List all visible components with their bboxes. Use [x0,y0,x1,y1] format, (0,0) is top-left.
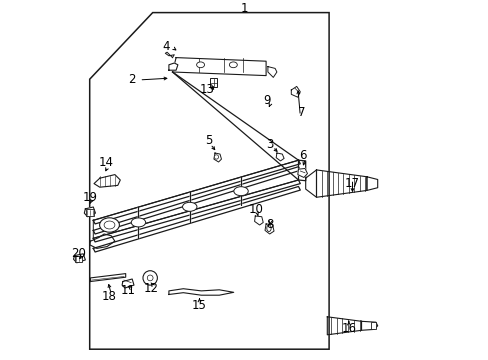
Polygon shape [298,160,305,181]
Text: 2: 2 [128,73,136,86]
Ellipse shape [131,218,145,227]
Polygon shape [316,170,366,197]
Text: 15: 15 [192,299,206,312]
Text: 10: 10 [248,203,263,216]
Text: 11: 11 [121,284,136,297]
Polygon shape [361,321,377,330]
Polygon shape [93,160,298,238]
Ellipse shape [104,221,115,229]
Polygon shape [73,254,85,263]
Text: 3: 3 [265,138,273,150]
Text: 7: 7 [297,106,305,119]
Polygon shape [89,234,115,248]
Polygon shape [267,67,276,77]
Polygon shape [264,224,273,234]
Text: 19: 19 [82,191,97,204]
Text: 14: 14 [98,156,113,169]
Bar [210,78,217,87]
Text: 1: 1 [240,3,248,15]
Ellipse shape [233,187,248,196]
Ellipse shape [196,62,204,68]
Text: 13: 13 [199,83,214,96]
Polygon shape [172,58,265,76]
Polygon shape [291,86,300,97]
Polygon shape [326,317,361,335]
Polygon shape [297,168,307,177]
Text: 17: 17 [345,177,359,190]
Bar [75,256,82,262]
Text: 6: 6 [299,149,306,162]
Text: 5: 5 [204,134,212,147]
Ellipse shape [182,202,197,211]
Polygon shape [165,52,174,58]
Polygon shape [305,170,316,197]
Polygon shape [122,279,134,288]
Polygon shape [93,160,300,224]
Bar [86,209,94,216]
Polygon shape [168,63,178,70]
Text: 20: 20 [71,247,85,260]
Text: 4: 4 [162,40,169,53]
Ellipse shape [100,218,119,232]
Polygon shape [93,167,300,234]
Polygon shape [90,274,125,282]
Polygon shape [213,153,221,162]
Text: 18: 18 [102,291,117,303]
Polygon shape [84,207,95,217]
Circle shape [214,155,218,159]
Ellipse shape [266,225,270,231]
Text: 12: 12 [144,282,159,295]
Polygon shape [254,216,263,225]
Polygon shape [366,177,377,190]
Bar [370,322,375,329]
Polygon shape [168,289,233,295]
Polygon shape [93,180,300,242]
Polygon shape [276,153,284,161]
Polygon shape [93,186,300,252]
Ellipse shape [229,62,237,68]
Text: 9: 9 [263,94,270,107]
Polygon shape [94,175,120,187]
Text: 8: 8 [265,219,273,231]
Circle shape [142,271,157,285]
Circle shape [147,275,153,281]
Text: 16: 16 [341,322,356,335]
